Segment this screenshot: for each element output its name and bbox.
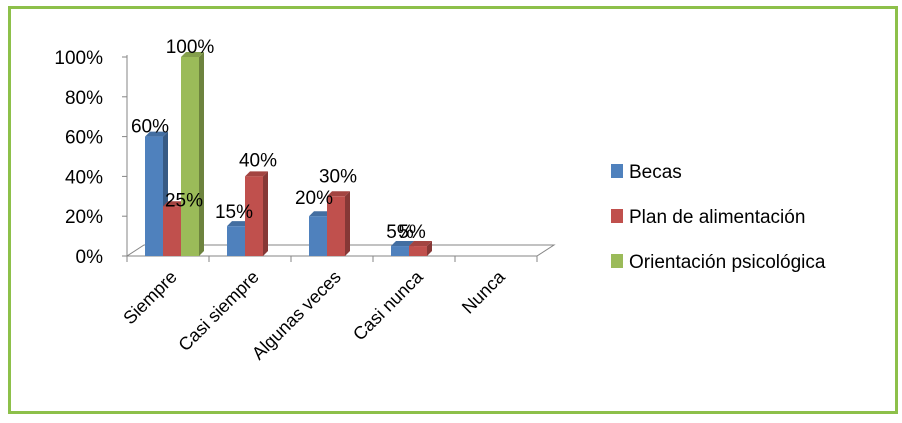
bar-side [427,241,432,256]
bar [245,176,263,256]
bar [409,246,427,256]
bar-top [409,241,432,247]
bar [309,216,327,256]
y-tick-label: 60% [65,128,103,149]
bar [227,226,245,256]
bar-top [391,241,414,247]
bar [181,57,199,256]
legend-label: Becas [629,162,682,183]
legend-label: Plan de alimentación [629,207,805,228]
category-label: Nunca [458,266,510,318]
bar-top [309,211,332,217]
category-label: Algunas veces [248,267,345,364]
bar-top [227,221,250,227]
y-tick-label: 100% [54,48,103,69]
data-label: 100% [166,37,215,58]
data-label: 20% [295,188,333,209]
legend-swatch [611,164,623,178]
data-label: 25% [165,190,203,211]
bar-top [245,171,268,177]
bar-top [181,52,204,57]
bar-top [145,131,168,137]
data-label: 40% [239,150,277,171]
bar [145,136,163,256]
y-tick-labels: 0% 20% 40% 60% 80% 100% [54,48,103,268]
bar-side [345,191,350,256]
category-label: Casi nunca [349,266,428,345]
legend-swatch [611,209,623,223]
y-tick-label: 20% [65,207,103,228]
bar-top [327,191,350,197]
category-label: Siempre [119,267,181,329]
bar-top [163,201,186,207]
data-label: 5% [398,222,426,243]
bar-side [263,171,268,256]
category-label: Casi siempre [174,267,262,355]
bar [163,206,181,256]
data-label: 60% [131,117,169,138]
data-label: 15% [215,202,253,223]
bar [327,196,345,256]
legend-swatch [611,254,623,268]
bar [391,246,409,256]
data-label: 30% [319,166,357,187]
data-labels: 60% 15% 20% 5% 25% 40% 30% 5% 100% [131,37,426,243]
y-tick-label: 40% [65,167,103,188]
legend: Becas Plan de alimentación Orientación psi… [611,162,826,273]
data-label: 5% [386,222,414,243]
legend-label: Orientación psicológica [629,252,826,273]
chart-bars [145,52,432,256]
y-tick-label: 0% [76,247,104,268]
y-tick-label: 80% [65,88,103,109]
bar-side [199,52,204,256]
